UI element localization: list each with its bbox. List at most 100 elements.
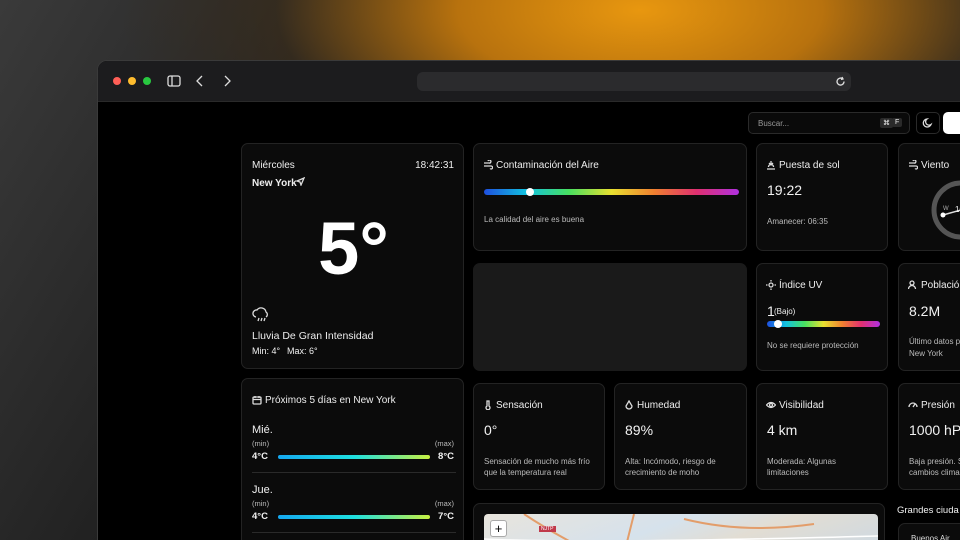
- population-note: New York: [909, 349, 943, 358]
- card-title: Visibilidad: [779, 400, 824, 411]
- sunrise-time: Amanecer: 06:35: [767, 217, 828, 226]
- feels-like-description: Sensación de mucho más frío que la tempe…: [484, 457, 590, 477]
- max-temp: Max: 6°: [287, 346, 318, 356]
- card-title: Contaminación del Aire: [496, 160, 599, 171]
- card-title: Población: [921, 280, 960, 291]
- forecast-card: Próximos 5 días en New York Mié. (min) (ma…: [241, 378, 464, 540]
- feels-like-card: Sensación 0° Sensación de mucho más frío…: [473, 383, 605, 490]
- population-note: Último datos p: [909, 337, 960, 346]
- maximize-button[interactable]: [143, 77, 151, 85]
- divider: [252, 532, 456, 533]
- pressure-description: cambios clima: [909, 468, 960, 477]
- shortcut-key: ⌘: [880, 118, 893, 128]
- close-button[interactable]: [113, 77, 121, 85]
- card-title: Humedad: [637, 400, 681, 411]
- sidebar-icon[interactable]: [167, 75, 181, 87]
- location-icon: [296, 177, 305, 186]
- wind-card: Viento W 10: [898, 143, 960, 251]
- calendar-icon: [252, 396, 262, 405]
- card-title: Sensación: [496, 400, 543, 411]
- uv-scale: [767, 321, 880, 327]
- sunset-time: 19:22: [767, 182, 803, 198]
- uv-level: (Bajo): [774, 307, 796, 316]
- population-card: Población 8.2M Último datos p New York: [898, 263, 960, 371]
- reload-button[interactable]: [835, 76, 846, 87]
- pressure-description: Baja presión. S: [909, 457, 960, 466]
- uv-value: 1: [767, 303, 775, 319]
- humidity-card: Humedad 89% Alta: Incómodo, riesgo de cr…: [614, 383, 747, 490]
- temp-range-bar: [278, 455, 430, 459]
- map-card: + NJTP: [473, 503, 885, 540]
- visibility-value: 4 km: [767, 422, 798, 438]
- card-title: Presión: [921, 400, 955, 411]
- day: Miércoles: [252, 160, 295, 171]
- wind-speed: 10: [955, 205, 960, 214]
- droplet-icon: [625, 400, 633, 410]
- card-title: Índice UV: [779, 280, 823, 291]
- sunset-card: Puesta de sol 19:22 Amanecer: 06:35: [756, 143, 888, 251]
- wind-icon: [484, 160, 493, 170]
- search-box[interactable]: Buscar... ⌘ F: [748, 112, 910, 134]
- population-value: 8.2M: [909, 303, 941, 319]
- github-button[interactable]: [943, 112, 960, 134]
- min-temp: 4°C: [252, 511, 268, 522]
- visibility-card: Visibilidad 4 km Moderada: Algunas limit…: [756, 383, 888, 490]
- address-bar[interactable]: [417, 72, 851, 91]
- theme-toggle[interactable]: [916, 112, 940, 134]
- card-title: Próximos 5 días en New York: [265, 395, 396, 406]
- minimize-button[interactable]: [128, 77, 136, 85]
- humidity-description: Alta: Incómodo, riesgo de crecimiento de…: [625, 457, 716, 477]
- search-placeholder: Buscar...: [758, 119, 790, 128]
- temp-range-bar: [278, 515, 430, 519]
- back-button[interactable]: [195, 75, 205, 87]
- people-icon: [908, 280, 917, 290]
- city-name: Buenos Air: [911, 534, 950, 540]
- wind-icon: [909, 160, 918, 170]
- forecast-day: Jue.: [252, 484, 273, 496]
- temperature: 5°: [318, 207, 389, 290]
- rain-icon: [252, 307, 268, 322]
- condition: Lluvia De Gran Intensidad: [252, 330, 374, 342]
- zoom-in-button[interactable]: +: [490, 520, 507, 537]
- aqi-scale: [484, 189, 739, 195]
- shortcut-letter: F: [892, 118, 903, 127]
- card-title: Viento: [921, 160, 950, 171]
- aqi-indicator: [526, 188, 534, 196]
- sunset-icon: [767, 161, 775, 170]
- compass: [931, 180, 960, 240]
- feels-like-value: 0°: [484, 422, 498, 438]
- humidity-value: 89%: [625, 422, 654, 438]
- thermometer-icon: [485, 400, 491, 410]
- forecast-day: Mié.: [252, 424, 273, 436]
- min-temp: 4°C: [252, 451, 268, 462]
- gauge-icon: [908, 402, 918, 408]
- road-label: NJTP: [539, 526, 556, 532]
- max-temp: 7°C: [438, 511, 454, 522]
- pressure-value: 1000 hP: [909, 422, 960, 438]
- pressure-card: Presión 1000 hP Baja presión. S cambios …: [898, 383, 960, 490]
- city-card[interactable]: Buenos Air: [898, 523, 960, 540]
- uv-card: Índice UV 1 (Bajo) No se requiere protec…: [756, 263, 888, 371]
- divider: [252, 472, 456, 473]
- visibility-description: Moderada: Algunas limitaciones: [767, 457, 836, 477]
- time: 18:42:31: [415, 160, 454, 171]
- loading-placeholder: [473, 263, 747, 371]
- forward-button[interactable]: [222, 75, 232, 87]
- min-label: (min): [252, 439, 270, 448]
- moon-icon: [922, 118, 933, 128]
- card-title: Puesta de sol: [779, 160, 840, 171]
- uv-advice: No se requiere protección: [767, 341, 859, 350]
- max-label: (max): [434, 499, 454, 508]
- card-description: La calidad del aire es buena: [484, 215, 585, 224]
- city: New York: [252, 178, 297, 189]
- min-temp: Min: 4°: [252, 346, 281, 356]
- air-quality-card: Contaminación del Aire La calidad del ai…: [473, 143, 747, 251]
- wind-direction: W: [943, 206, 949, 212]
- map-roads: [484, 514, 878, 540]
- current-weather-card: Miércoles 18:42:31 New York 5° Lluvia De…: [241, 143, 464, 369]
- max-temp: 8°C: [438, 451, 454, 462]
- max-label: (max): [434, 439, 454, 448]
- min-label: (min): [252, 499, 270, 508]
- uv-indicator: [774, 320, 782, 328]
